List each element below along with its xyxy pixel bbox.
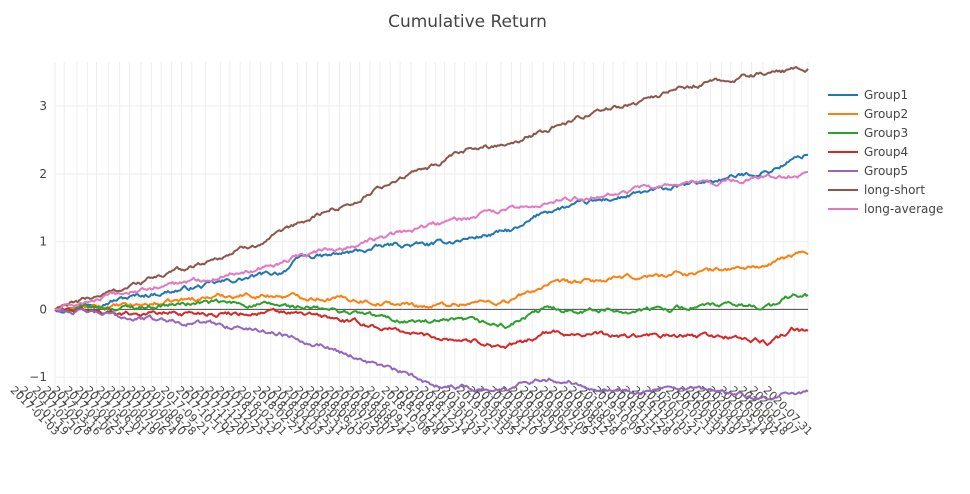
legend-item[interactable]: Group2 (828, 104, 943, 123)
legend-label: Group2 (864, 106, 909, 121)
series-line-group5[interactable] (54, 307, 809, 401)
legend-item[interactable]: long-average (828, 199, 943, 218)
legend-item[interactable]: Group3 (828, 123, 943, 142)
chart-title: Cumulative Return (388, 12, 547, 32)
y-tick-label: 2 (39, 167, 47, 181)
legend-swatch (828, 207, 858, 210)
y-tick-label: 3 (39, 99, 47, 113)
legend-item[interactable]: Group5 (828, 161, 943, 180)
legend-label: Group5 (864, 163, 909, 178)
y-axis: −1 0 1 2 3 (29, 99, 47, 384)
y-tick-label: 1 (39, 235, 47, 249)
series-line-long-average[interactable] (54, 170, 809, 311)
legend-swatch (828, 169, 858, 172)
legend-item[interactable]: Group4 (828, 142, 943, 161)
legend-label: Group4 (864, 144, 909, 159)
legend-item[interactable]: long-short (828, 180, 943, 199)
legend-label: long-short (864, 182, 926, 197)
legend: Group1 Group2 Group3 Group4 Group5 long-short… (828, 85, 943, 218)
legend-label: Group1 (864, 87, 909, 102)
legend-label: Group3 (864, 125, 909, 140)
legend-swatch (828, 131, 858, 134)
series-layer (54, 66, 809, 401)
legend-swatch (828, 188, 858, 191)
series-line-group4[interactable] (54, 306, 809, 350)
legend-swatch (828, 93, 858, 96)
legend-swatch (828, 112, 858, 115)
y-tick-label: 0 (39, 302, 47, 316)
legend-label: long-average (864, 201, 944, 216)
series-line-group2[interactable] (54, 250, 809, 312)
y-tick-label: −1 (29, 370, 47, 384)
series-line-long-short[interactable] (54, 66, 809, 311)
series-line-group1[interactable] (54, 153, 809, 314)
x-axis: 2017-01-032017-01-192017-02-102017-02-28… (8, 384, 815, 438)
series-line-group3[interactable] (54, 292, 809, 330)
legend-swatch (828, 150, 858, 153)
legend-item[interactable]: Group1 (828, 85, 943, 104)
grid-layer (54, 62, 809, 428)
